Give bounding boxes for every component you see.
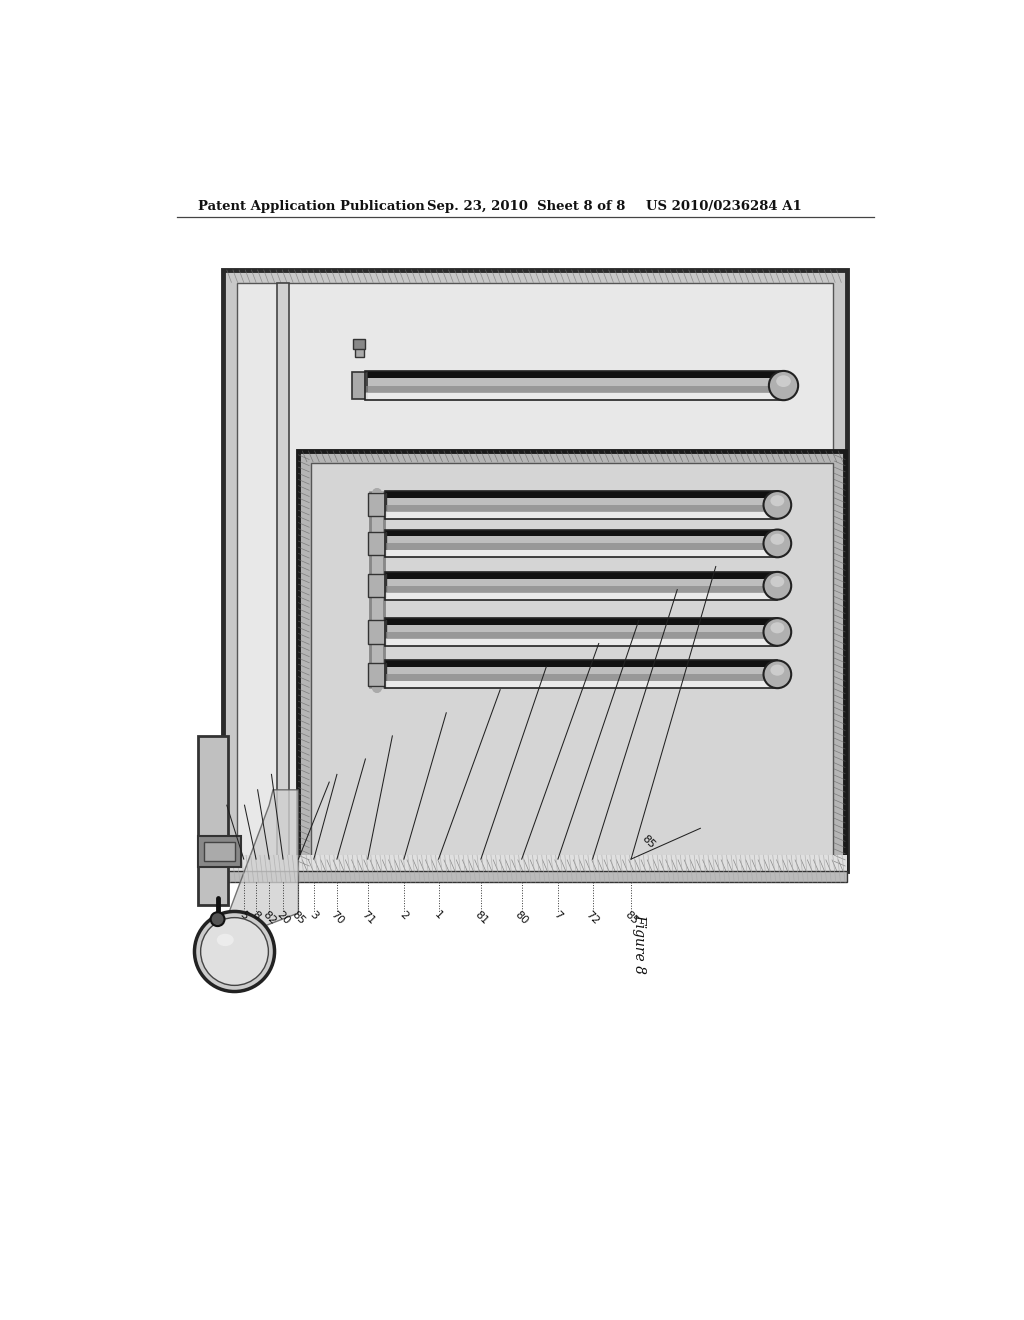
Bar: [385, 549, 777, 557]
Bar: [385, 618, 777, 645]
Bar: [354, 342, 364, 358]
Bar: [366, 371, 783, 400]
Text: 5: 5: [238, 909, 250, 921]
Bar: [368, 574, 386, 598]
Bar: [298, 451, 845, 871]
Bar: [366, 392, 783, 400]
Ellipse shape: [770, 495, 784, 507]
Bar: [199, 836, 241, 867]
Bar: [199, 737, 227, 906]
Text: 71: 71: [359, 909, 376, 927]
Bar: [385, 638, 777, 645]
Ellipse shape: [764, 491, 792, 519]
Bar: [385, 668, 777, 688]
Text: US 2010/0236284 A1: US 2010/0236284 A1: [646, 201, 802, 214]
Text: 70: 70: [329, 909, 345, 927]
Bar: [366, 379, 783, 400]
Bar: [385, 618, 777, 645]
Bar: [276, 284, 289, 857]
Text: 85: 85: [623, 909, 640, 927]
Circle shape: [201, 917, 268, 985]
Text: 7: 7: [552, 909, 564, 921]
Bar: [385, 511, 777, 519]
Ellipse shape: [770, 622, 784, 634]
Bar: [385, 572, 777, 599]
Circle shape: [195, 911, 274, 991]
Ellipse shape: [776, 375, 791, 387]
Ellipse shape: [764, 660, 792, 688]
Bar: [385, 579, 777, 599]
Bar: [385, 529, 777, 557]
Text: 82: 82: [260, 909, 278, 927]
Bar: [385, 498, 777, 519]
Bar: [385, 491, 777, 519]
Text: Sep. 23, 2010  Sheet 8 of 8: Sep. 23, 2010 Sheet 8 of 8: [427, 201, 626, 214]
Text: 80: 80: [513, 909, 530, 927]
Bar: [237, 284, 833, 857]
Bar: [368, 494, 386, 516]
Polygon shape: [223, 789, 298, 936]
Text: 85: 85: [639, 834, 656, 850]
Ellipse shape: [770, 576, 784, 587]
Bar: [368, 663, 386, 686]
Ellipse shape: [217, 933, 233, 946]
Bar: [385, 675, 777, 681]
Bar: [385, 660, 777, 688]
Text: 20: 20: [274, 909, 292, 927]
Bar: [368, 532, 386, 554]
Bar: [223, 855, 847, 882]
Bar: [310, 462, 833, 857]
Bar: [366, 385, 783, 393]
Ellipse shape: [769, 371, 798, 400]
Bar: [385, 632, 777, 639]
Bar: [351, 372, 367, 399]
Text: 1: 1: [432, 909, 444, 921]
Bar: [223, 271, 847, 871]
Bar: [385, 491, 777, 519]
Text: 8: 8: [250, 909, 262, 921]
Bar: [385, 506, 777, 512]
Ellipse shape: [770, 664, 784, 676]
Bar: [223, 871, 847, 882]
Text: Patent Application Publication: Patent Application Publication: [199, 201, 425, 214]
Text: 2: 2: [398, 909, 410, 921]
Ellipse shape: [764, 529, 792, 557]
Ellipse shape: [764, 618, 792, 645]
Bar: [385, 681, 777, 688]
Bar: [205, 842, 234, 861]
Bar: [385, 536, 777, 557]
Bar: [385, 544, 777, 550]
Text: Figure 8: Figure 8: [632, 913, 646, 974]
Ellipse shape: [764, 572, 792, 599]
Bar: [353, 339, 366, 350]
Bar: [385, 660, 777, 688]
Bar: [385, 572, 777, 599]
Text: 81: 81: [472, 909, 489, 927]
Bar: [368, 620, 386, 644]
Text: 72: 72: [584, 909, 601, 927]
Circle shape: [211, 912, 224, 927]
Bar: [385, 591, 777, 599]
Bar: [366, 371, 783, 400]
Text: 85: 85: [290, 909, 307, 927]
Bar: [385, 529, 777, 557]
Bar: [385, 586, 777, 593]
Ellipse shape: [770, 533, 784, 545]
Bar: [385, 626, 777, 645]
Text: 3: 3: [308, 909, 319, 921]
